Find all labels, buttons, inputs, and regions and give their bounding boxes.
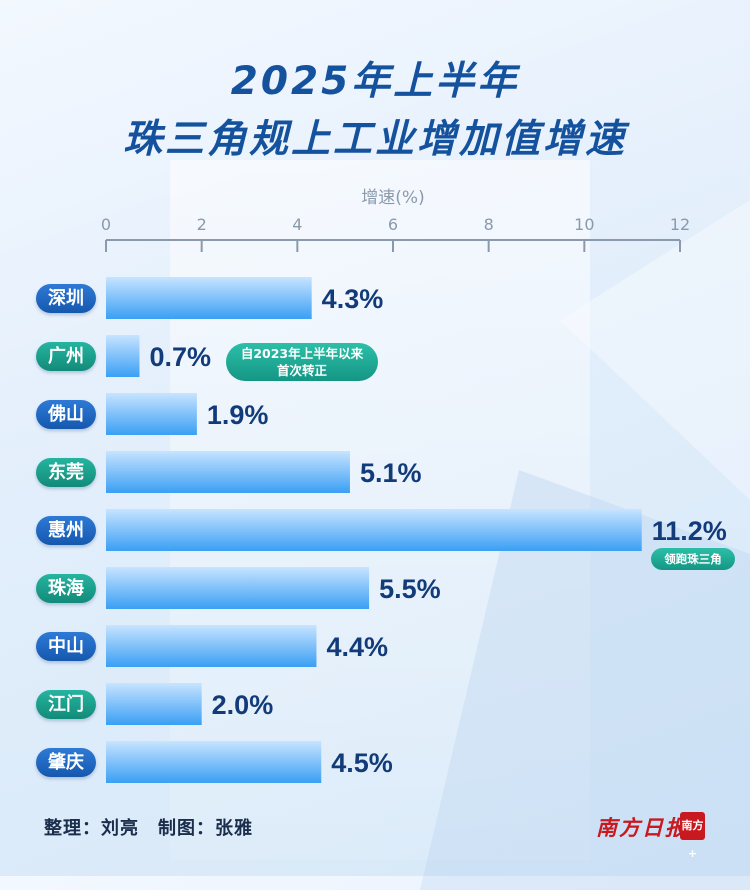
x-tick-label: 12 bbox=[670, 215, 690, 234]
x-tick-label: 2 bbox=[197, 215, 207, 234]
chart-title-line2: 珠三角规上工业增加值增速 bbox=[122, 117, 627, 162]
brand-logo: 南方日报 bbox=[596, 815, 688, 840]
category-label: 惠州 bbox=[36, 516, 96, 545]
bar bbox=[106, 741, 322, 783]
data-label: 11.2% bbox=[652, 516, 727, 546]
bar bbox=[106, 451, 350, 493]
credit-text: 整理：刘亮 制图：张雅 bbox=[44, 818, 253, 839]
brand-seal-icon: 南方+ bbox=[680, 812, 705, 860]
bar bbox=[106, 277, 312, 319]
bar bbox=[106, 335, 140, 377]
annotation-guangzhou-line2: 首次转正 bbox=[276, 363, 327, 378]
x-tick-label: 4 bbox=[292, 215, 302, 234]
bar bbox=[106, 683, 202, 725]
data-label: 4.3% bbox=[322, 284, 384, 314]
bar bbox=[106, 393, 197, 435]
category-label: 深圳 bbox=[36, 284, 96, 313]
annotation-guangzhou-line1: 自2023年上半年以来 bbox=[240, 346, 364, 361]
x-axis: 0 2 4 6 8 10 12 bbox=[101, 215, 690, 252]
x-axis-title: 增速(%) bbox=[361, 188, 424, 208]
bar bbox=[106, 625, 317, 667]
annotation-huizhou: 领跑珠三角 bbox=[651, 548, 735, 570]
x-tick-label: 8 bbox=[484, 215, 494, 234]
data-label: 2.0% bbox=[212, 690, 274, 720]
bar bbox=[106, 567, 370, 609]
x-tick-label: 10 bbox=[574, 215, 594, 234]
x-tick-label: 0 bbox=[101, 215, 111, 234]
annotation-guangzhou: 自2023年上半年以来 首次转正 bbox=[226, 343, 378, 381]
category-label: 广州 bbox=[36, 342, 96, 371]
bars: 4.3% 0.7% 1.9% 5.1% 11.2% 5.5% 4.4% 2.0% 4.5% bbox=[106, 277, 727, 783]
category-label: 佛山 bbox=[36, 400, 96, 429]
category-label: 珠海 bbox=[36, 574, 96, 603]
x-tick-label: 6 bbox=[388, 215, 398, 234]
bar bbox=[106, 509, 642, 551]
data-label: 5.1% bbox=[360, 458, 422, 488]
data-label: 5.5% bbox=[379, 574, 441, 604]
category-label: 中山 bbox=[36, 632, 96, 661]
category-label: 肇庆 bbox=[36, 748, 96, 777]
chart-title-line1: 2025年上半年 bbox=[230, 59, 520, 104]
category-label: 江门 bbox=[36, 690, 96, 719]
data-label: 4.5% bbox=[331, 748, 393, 778]
data-label: 1.9% bbox=[207, 400, 269, 430]
data-label: 4.4% bbox=[326, 632, 388, 662]
category-label: 东莞 bbox=[36, 458, 96, 487]
data-label: 0.7% bbox=[149, 342, 211, 372]
